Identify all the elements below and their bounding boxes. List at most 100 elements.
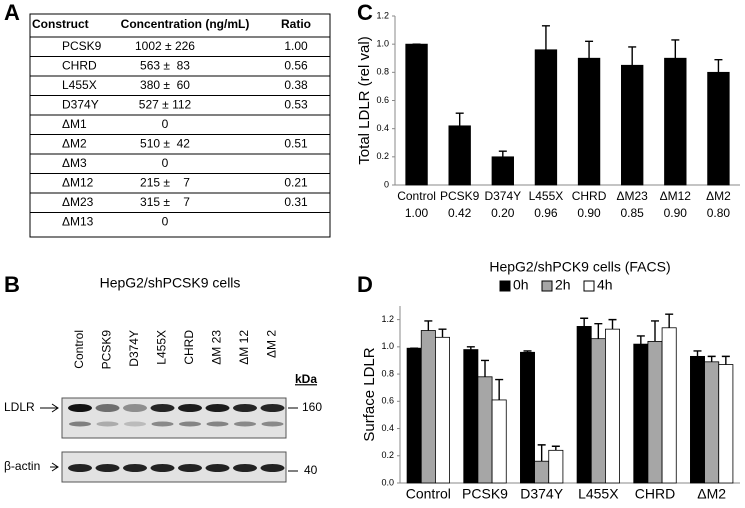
- table-header: Construct: [32, 17, 89, 31]
- y-tick-label: 1.0: [376, 39, 389, 49]
- bar: [707, 71, 730, 186]
- table-cell: ΔM1: [62, 117, 87, 131]
- bar: [605, 328, 620, 484]
- error-bar: [580, 317, 589, 327]
- y-axis-label: Surface LDLR: [361, 347, 378, 441]
- y-tick-label: 0.6: [376, 95, 389, 105]
- bar: [420, 330, 436, 484]
- table-cell: 380 ± 60: [140, 78, 190, 92]
- band: [151, 421, 174, 427]
- band: [205, 464, 230, 472]
- band: [123, 404, 147, 412]
- table-header: Ratio: [281, 17, 311, 31]
- table-cell: 0.56: [284, 59, 308, 73]
- legend-swatch: [541, 280, 553, 292]
- table-cell: 1002 ± 226: [135, 39, 195, 53]
- band: [69, 421, 91, 427]
- y-tick-label: 0.2: [376, 151, 389, 161]
- x-tick-label: PCSK9: [462, 486, 508, 502]
- y-tick-label: 0.2: [381, 450, 394, 460]
- table-cell: ΔM2: [62, 137, 87, 151]
- bar: [621, 64, 644, 186]
- bar: [647, 340, 663, 484]
- value-label: 0.20: [491, 206, 515, 220]
- error-bar: [585, 40, 594, 59]
- lane-label: D374Y: [127, 330, 141, 367]
- lane-label: ΔM 12: [237, 330, 251, 365]
- band: [233, 464, 257, 472]
- band: [178, 404, 202, 412]
- bar: [405, 43, 428, 186]
- table-cell: 0: [162, 156, 169, 170]
- legend-label: 4h: [597, 277, 613, 293]
- blot-row-label: LDLR: [4, 400, 35, 414]
- lane-label: ΔM 2: [265, 330, 279, 358]
- error-bar: [721, 355, 730, 365]
- y-tick-label: 1.0: [381, 341, 394, 351]
- blot-marker: 40: [304, 463, 318, 477]
- band: [95, 464, 120, 472]
- legend-swatch: [499, 280, 511, 292]
- y-tick-label: 0.8: [381, 368, 394, 378]
- band: [178, 464, 202, 472]
- bar: [491, 399, 507, 484]
- value-label: 0.42: [448, 206, 472, 220]
- lane-label: Control: [72, 330, 86, 369]
- error-bar: [523, 350, 532, 353]
- error-bar: [693, 350, 702, 357]
- blot-unit: kDa: [295, 372, 317, 386]
- table-cell: 563 ± 83: [140, 59, 190, 73]
- band: [233, 404, 257, 412]
- x-tick-label: D374Y: [484, 189, 521, 203]
- value-label: 0.80: [707, 206, 731, 220]
- blot-row-label: β-actin: [4, 459, 40, 473]
- x-tick-label: L455X: [529, 189, 564, 203]
- band: [260, 404, 285, 412]
- error-bar: [608, 318, 617, 330]
- band: [205, 404, 230, 412]
- table-cell: 527 ± 112: [139, 98, 192, 112]
- x-tick-label: Control: [397, 189, 436, 203]
- x-tick-label: D374Y: [520, 486, 563, 502]
- band: [68, 404, 92, 412]
- panel-label: B: [4, 272, 20, 297]
- y-tick-label: 0.8: [376, 67, 389, 77]
- band: [179, 421, 201, 427]
- table-cell: 0.38: [284, 78, 308, 92]
- blot-title: HepG2/shPCSK9 cells: [100, 275, 241, 291]
- bar: [661, 327, 677, 484]
- error-bar: [466, 346, 475, 350]
- band: [150, 464, 175, 472]
- table-cell: L455X: [62, 78, 97, 92]
- bar: [406, 347, 422, 484]
- y-tick-label: 1.2: [381, 314, 394, 324]
- table-cell: CHRD: [62, 59, 97, 73]
- bar: [534, 49, 558, 186]
- bar: [664, 57, 687, 186]
- table-cell: ΔM13: [62, 215, 94, 229]
- error-bar: [551, 445, 560, 451]
- table-cell: PCSK9: [62, 39, 102, 53]
- bar: [534, 460, 550, 484]
- table-cell: 0.31: [284, 195, 308, 209]
- table-cell: 0: [162, 117, 169, 131]
- bar: [718, 364, 734, 484]
- x-tick-label: ΔM2: [697, 486, 726, 502]
- y-tick-label: 0.4: [381, 423, 394, 433]
- value-label: 0.90: [664, 206, 688, 220]
- blot-strip: [61, 397, 287, 439]
- band: [96, 421, 119, 427]
- bar: [690, 355, 705, 484]
- error-bar: [594, 323, 603, 339]
- panel-label: A: [4, 0, 20, 25]
- bar: [477, 376, 493, 484]
- arrow: [40, 403, 59, 472]
- bar: [633, 343, 649, 484]
- band: [123, 464, 147, 472]
- value-label: 0.96: [534, 206, 558, 220]
- bar: [520, 351, 535, 484]
- table-cell: ΔM12: [62, 176, 94, 190]
- lane-label: ΔM 23: [210, 330, 224, 365]
- bar: [435, 336, 450, 484]
